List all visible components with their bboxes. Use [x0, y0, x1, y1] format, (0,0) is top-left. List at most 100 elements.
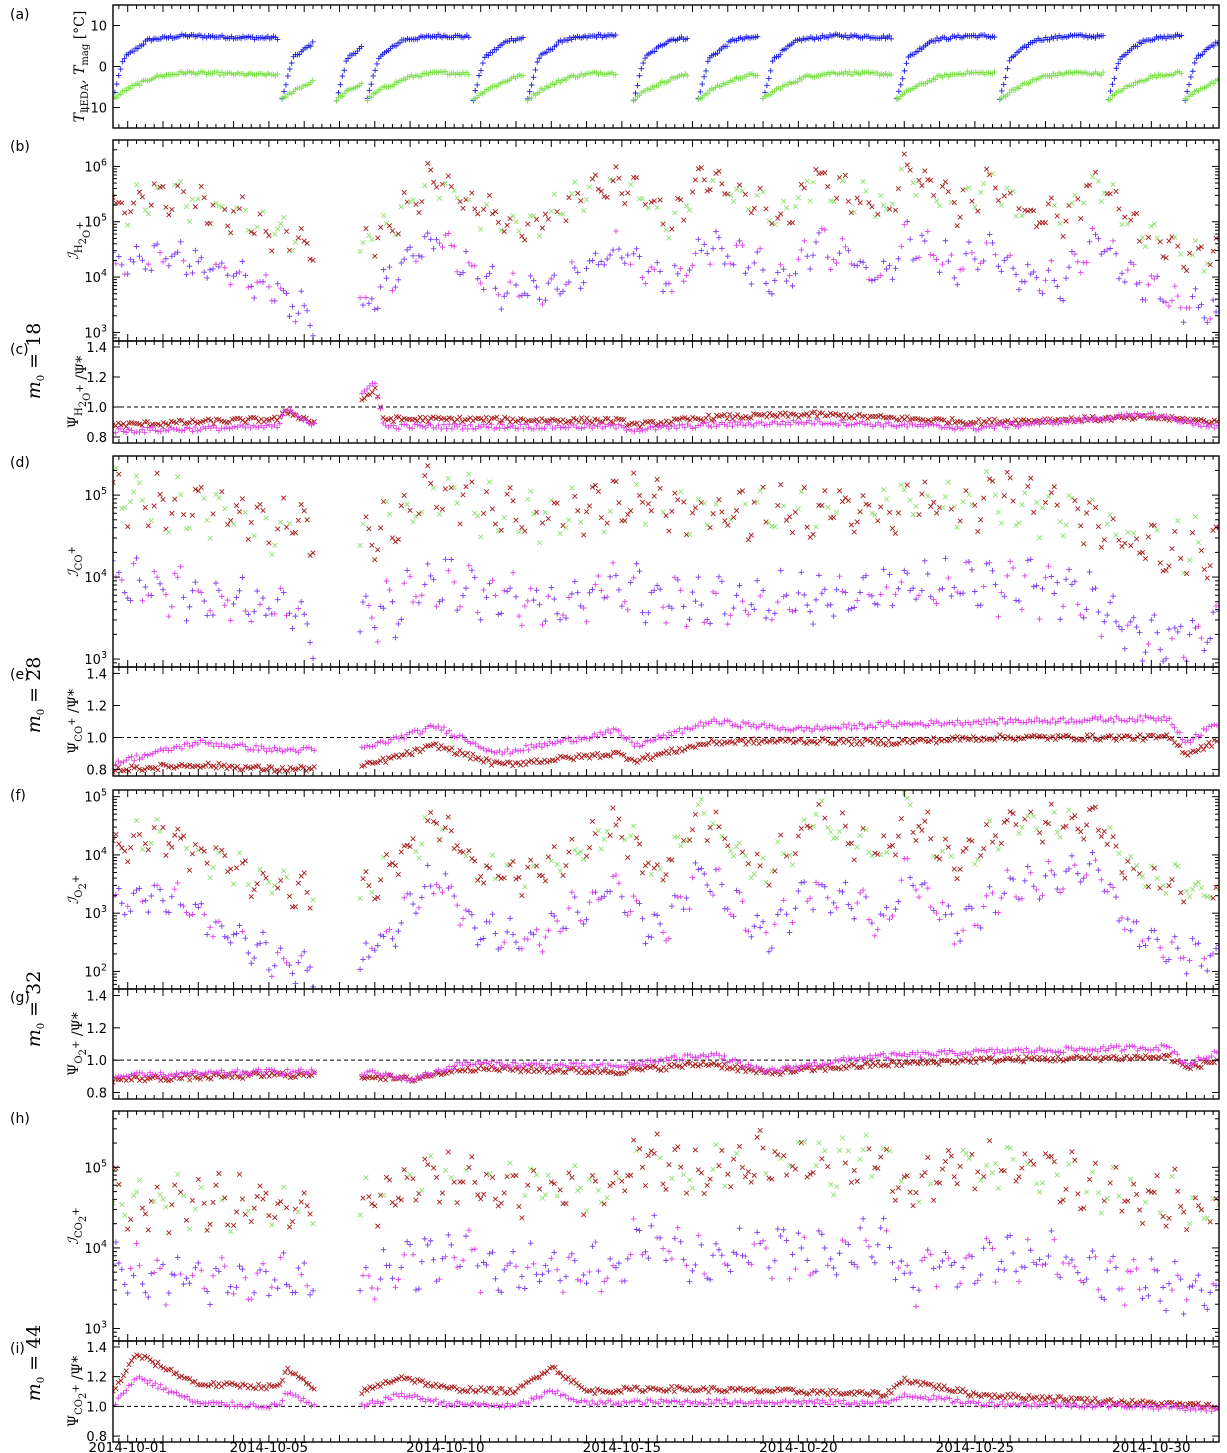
data-point [231, 741, 238, 748]
data-point [1161, 733, 1167, 739]
data-point [593, 34, 600, 41]
data-point [1074, 736, 1080, 742]
data-point [280, 589, 287, 596]
data-point [931, 499, 937, 505]
data-point [751, 740, 757, 746]
data-point [619, 603, 625, 609]
data-point [648, 589, 655, 596]
data-point [909, 740, 916, 746]
data-point [401, 256, 408, 262]
data-point [748, 421, 754, 428]
data-point [1095, 235, 1102, 242]
data-point [1213, 603, 1219, 609]
data-point [430, 414, 436, 420]
data-point [774, 269, 781, 276]
data-point [398, 417, 405, 423]
data-point [1186, 250, 1193, 256]
data-point [116, 471, 122, 477]
data-point [155, 767, 161, 773]
data-point [1031, 208, 1037, 214]
data-point [629, 756, 635, 762]
data-point [1004, 254, 1011, 261]
data-point [1180, 319, 1187, 325]
data-point [963, 559, 969, 566]
data-point [781, 503, 787, 509]
data-point [128, 763, 135, 769]
data-point [657, 268, 663, 275]
data-point [669, 288, 675, 295]
data-point [489, 49, 496, 56]
data-point [436, 598, 443, 605]
data-point [442, 556, 449, 563]
data-point [975, 208, 981, 214]
data-point [401, 492, 407, 499]
data-point [1023, 44, 1030, 51]
data-point [575, 508, 581, 514]
data-point [433, 741, 439, 747]
data-point [122, 505, 128, 511]
data-point [998, 268, 1005, 275]
data-point [651, 48, 658, 55]
data-point [554, 610, 560, 617]
data-point [1066, 566, 1072, 573]
data-point [899, 414, 905, 420]
data-point [989, 568, 996, 574]
data-point [510, 270, 516, 277]
data-point [1060, 233, 1066, 239]
data-point [860, 178, 866, 184]
data-point [683, 272, 690, 279]
data-point [120, 428, 127, 435]
data-point [1122, 279, 1128, 285]
data-point [536, 55, 543, 62]
data-point [359, 390, 365, 397]
data-point [920, 736, 926, 742]
data-point [1201, 417, 1207, 424]
data-point [139, 257, 146, 264]
data-point [1001, 493, 1007, 499]
data-point [789, 219, 796, 226]
data-point [310, 257, 316, 263]
data-point [1175, 629, 1181, 635]
data-point [966, 492, 972, 498]
data-point [136, 577, 143, 583]
data-point [457, 603, 463, 610]
data-point [925, 738, 931, 745]
data-point [1098, 633, 1105, 640]
data-point [896, 422, 903, 429]
data-point [203, 417, 209, 423]
data-point [377, 603, 384, 610]
data-point [845, 607, 852, 613]
data-point [1023, 733, 1029, 739]
data-point [1121, 413, 1128, 420]
data-point [113, 762, 116, 769]
data-point [266, 540, 272, 546]
data-point [549, 416, 556, 422]
data-point [176, 427, 182, 434]
data-point [1175, 243, 1181, 249]
data-point [233, 270, 240, 277]
data-point [843, 736, 849, 743]
data-point [782, 738, 789, 744]
data-point [754, 577, 760, 584]
data-point [795, 420, 802, 426]
data-point [414, 417, 421, 424]
data-point [380, 755, 386, 761]
panel-b-frame [112, 139, 1220, 342]
data-point [517, 421, 524, 428]
data-point [872, 276, 878, 283]
data-point [1198, 547, 1204, 554]
data-point [184, 740, 190, 746]
data-point [740, 737, 746, 743]
data-point [148, 592, 155, 599]
data-point [598, 258, 605, 265]
data-point [951, 584, 958, 591]
data-point [230, 601, 237, 607]
data-point [1092, 504, 1099, 511]
data-point [1016, 520, 1022, 526]
data-point [938, 738, 945, 744]
data-point [848, 522, 854, 528]
data-point [1211, 737, 1217, 743]
data-point [666, 235, 672, 241]
data-point [242, 608, 249, 614]
data-point [507, 759, 513, 765]
